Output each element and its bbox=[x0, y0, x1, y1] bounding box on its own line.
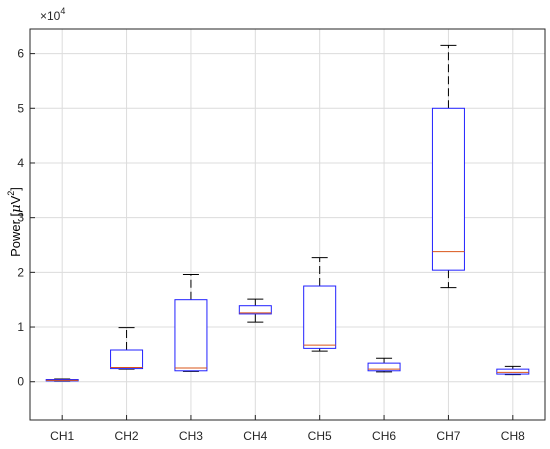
x-tick-label: CH5 bbox=[308, 429, 332, 443]
y-tick-label: 3 bbox=[17, 211, 24, 225]
x-tick-label: CH3 bbox=[179, 429, 203, 443]
y-tick-label: 2 bbox=[17, 265, 24, 279]
box-group-ch1 bbox=[45, 378, 79, 382]
x-tick-label: CH2 bbox=[115, 429, 139, 443]
iqr-box bbox=[367, 362, 401, 372]
ticks-layer bbox=[30, 53, 514, 420]
iqr-box bbox=[174, 299, 208, 372]
x-tick-label: CH8 bbox=[501, 429, 525, 443]
y-axis-label-exponent: 2 bbox=[6, 191, 16, 196]
y-axis-label-unit: V bbox=[8, 195, 23, 204]
y-tick-label: 5 bbox=[17, 101, 24, 115]
box-group-ch3 bbox=[174, 274, 208, 372]
x-tick-label: CH1 bbox=[50, 429, 74, 443]
box-group-ch5 bbox=[303, 257, 337, 352]
exponent-power: 4 bbox=[60, 6, 65, 16]
iqr-box bbox=[431, 107, 465, 271]
x-tick-label: CH7 bbox=[436, 429, 460, 443]
iqr-box bbox=[110, 349, 144, 370]
y-tick-label: 6 bbox=[17, 47, 24, 61]
box-group-ch8 bbox=[496, 365, 530, 376]
exponent-base: ×10 bbox=[40, 9, 61, 23]
labels-layer: 0 1 2 3 4 5 6 CH1 CH2 CH3 CH4 CH5 CH6 CH7 CH8 bbox=[17, 47, 525, 443]
x-tick-label: CH4 bbox=[243, 429, 267, 443]
box-group-ch6 bbox=[367, 357, 401, 373]
iqr-box bbox=[303, 285, 337, 349]
iqr-box bbox=[238, 305, 272, 315]
box-group-ch2 bbox=[110, 327, 144, 370]
boxes-layer bbox=[45, 44, 530, 382]
x-tick-label: CH6 bbox=[372, 429, 396, 443]
box-group-ch7 bbox=[431, 44, 465, 289]
iqr-box bbox=[496, 368, 530, 375]
y-axis-label: Power [μV2] bbox=[6, 187, 24, 257]
y-axis-label-suffix: ] bbox=[8, 187, 23, 191]
y-tick-label: 1 bbox=[17, 320, 24, 334]
y-axis-label-prefix: Power [ bbox=[8, 212, 23, 256]
exponent-label: ×104 bbox=[40, 6, 65, 23]
y-axis-label-mu: μ bbox=[9, 204, 24, 212]
axes-frame bbox=[29, 28, 546, 421]
box-group-ch4 bbox=[238, 298, 272, 323]
y-tick-label: 0 bbox=[17, 375, 24, 389]
y-tick-label: 4 bbox=[17, 156, 24, 170]
